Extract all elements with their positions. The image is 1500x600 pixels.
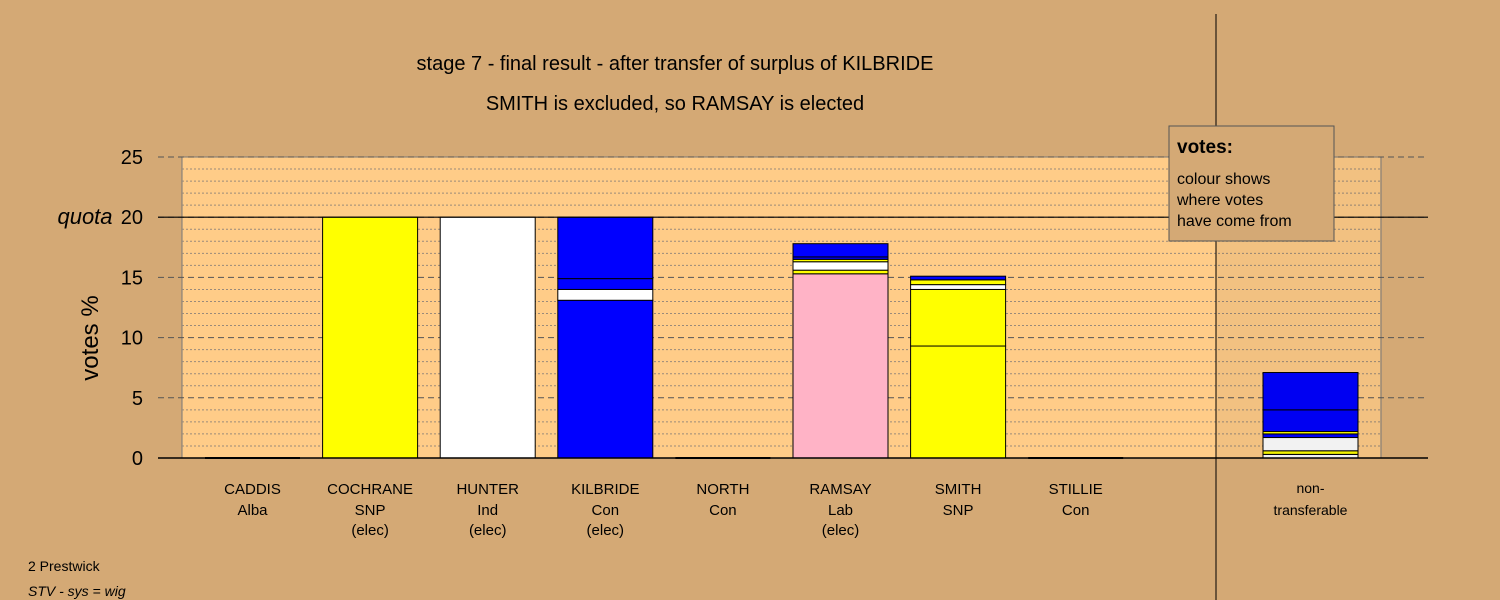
- legend-text: colour shows: [1177, 171, 1270, 188]
- candidate-name: COCHRANE: [327, 481, 413, 498]
- bar-smith-segment: [910, 279, 1007, 286]
- candidate-name: NORTH: [696, 481, 749, 498]
- candidate-party: Lab: [828, 502, 853, 519]
- bar-nontransferable-segment: [1262, 372, 1359, 411]
- y-tick-label: 5: [132, 388, 143, 410]
- bar-ramsay-segment: [792, 261, 889, 271]
- y-tick-label: 0: [132, 448, 143, 470]
- bar-smith-segment: [910, 345, 1007, 459]
- candidate-name: RAMSAY: [809, 481, 871, 498]
- bar-ramsay-segment: [792, 243, 889, 258]
- y-axis-label: votes %: [77, 295, 104, 380]
- candidate-name: STILLIE: [1049, 481, 1103, 498]
- bar-smith-segment: [910, 288, 1007, 347]
- candidate-party: Con: [1062, 502, 1090, 519]
- bar-ramsay-segment: [792, 273, 889, 459]
- candidate-party: Con: [592, 502, 620, 519]
- candidate-status: (elec): [351, 522, 389, 539]
- bar-kilbride-segment: [557, 278, 654, 290]
- candidate-name: CADDIS: [224, 481, 281, 498]
- bar-kilbride-segment: [557, 288, 654, 301]
- y-tick-label: 20: [121, 207, 143, 229]
- bar-hunter-segment: [439, 216, 536, 459]
- area-label: 2 Prestwick: [28, 558, 100, 574]
- bar-kilbride-segment: [557, 299, 654, 459]
- y-tick-label: 10: [121, 328, 143, 350]
- candidate-party: Con: [709, 502, 737, 519]
- bar-cochrane-segment: [322, 216, 419, 459]
- y-tick-label: 25: [121, 147, 143, 169]
- legend-text: where votes: [1176, 192, 1263, 209]
- candidate-name: HUNTER: [456, 481, 519, 498]
- legend-text: have come from: [1177, 213, 1292, 230]
- bar-smith-segment: [910, 275, 1007, 281]
- candidate-party: SNP: [355, 502, 386, 519]
- candidate-party: SNP: [943, 502, 974, 519]
- candidate-status: (elec): [469, 522, 507, 539]
- chart-title: stage 7 - final result - after transfer …: [416, 53, 934, 75]
- system-label: STV - sys = wig: [28, 583, 126, 599]
- bar-smith-segment: [910, 284, 1007, 290]
- candidate-party: Ind: [477, 502, 498, 519]
- candidate-status: (elec): [587, 522, 625, 539]
- chart-subtitle: SMITH is excluded, so RAMSAY is elected: [485, 93, 865, 115]
- nontransferable-label: non-: [1296, 480, 1324, 496]
- candidate-name: KILBRIDE: [571, 481, 639, 498]
- candidate-party: Alba: [237, 502, 268, 519]
- quota-label: quota: [57, 204, 112, 229]
- legend-title: votes:: [1177, 137, 1233, 158]
- nontransferable-label: transferable: [1274, 502, 1348, 518]
- candidate-name: SMITH: [935, 481, 982, 498]
- bar-ramsay-segment: [792, 269, 889, 275]
- legend-box: [1168, 125, 1335, 242]
- y-tick-label: 15: [121, 267, 143, 289]
- bar-kilbride-segment: [557, 216, 654, 280]
- candidate-status: (elec): [822, 522, 860, 539]
